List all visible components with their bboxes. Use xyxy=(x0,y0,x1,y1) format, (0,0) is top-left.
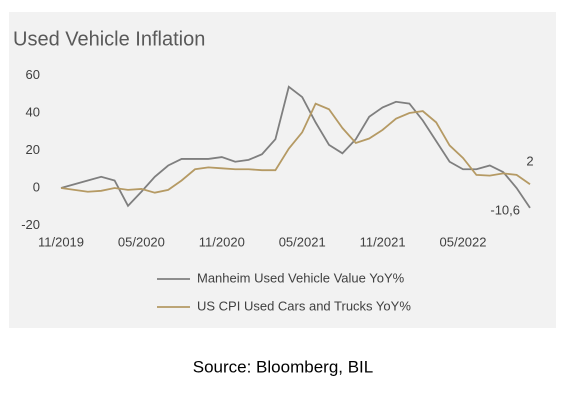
x-tick-label: 05/2022 xyxy=(440,234,487,249)
x-tick-label: 11/2019 xyxy=(38,234,84,249)
y-tick-label: 40 xyxy=(26,104,40,119)
x-tick-label: 11/2021 xyxy=(360,234,406,249)
series-line xyxy=(60,102,531,194)
x-tick-label: 11/2020 xyxy=(199,234,245,249)
y-tick-label: -20 xyxy=(21,217,40,232)
legend-label: US CPI Used Cars and Trucks YoY% xyxy=(197,298,411,313)
data-label: -10,6 xyxy=(490,202,520,217)
y-tick-label: 60 xyxy=(26,67,40,82)
chart-title: Used Vehicle Inflation xyxy=(13,28,205,50)
y-tick-label: 20 xyxy=(26,142,40,157)
legend-label: Manheim Used Vehicle Value YoY% xyxy=(197,270,405,285)
data-label: 2 xyxy=(526,154,533,169)
x-tick-label: 05/2020 xyxy=(118,234,165,249)
series-line xyxy=(60,85,531,209)
x-tick-label: 05/2021 xyxy=(279,234,326,249)
source: Source: Bloomberg, BIL xyxy=(193,357,373,376)
y-tick-label: 0 xyxy=(33,179,40,194)
